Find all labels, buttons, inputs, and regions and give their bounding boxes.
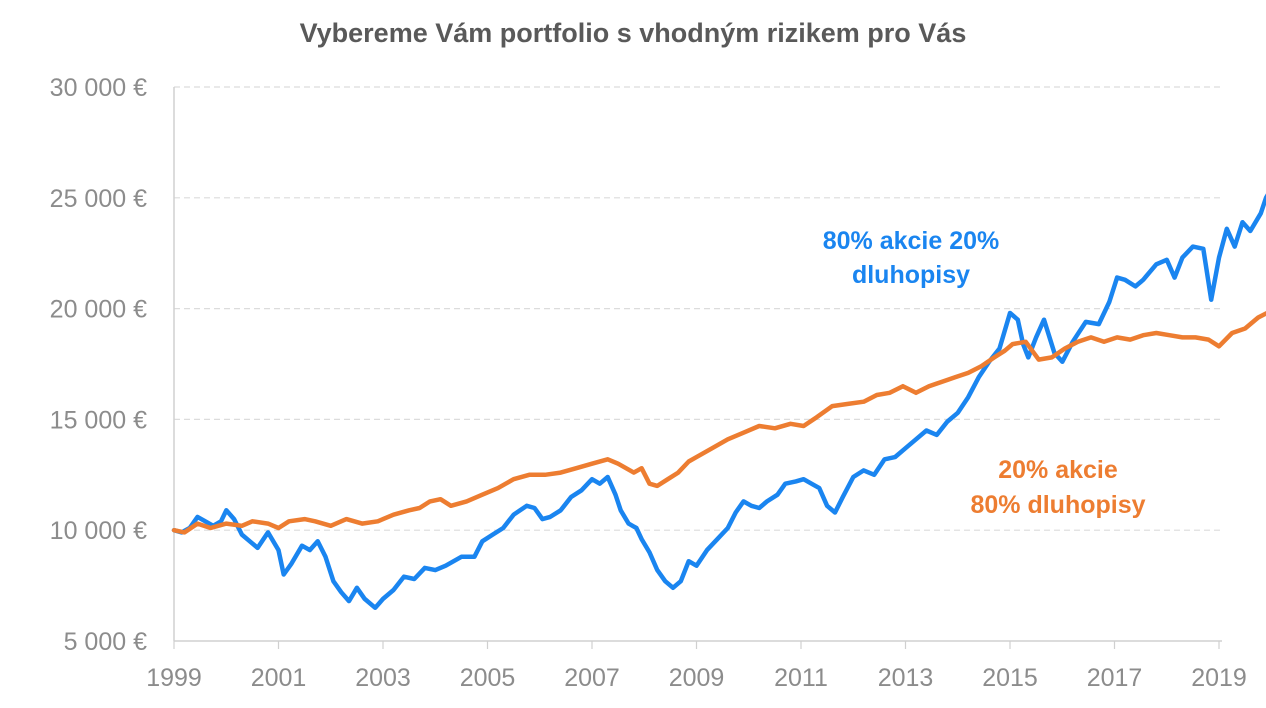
y-tick-label: 30 000 € — [50, 74, 147, 102]
x-tick-label: 1999 — [146, 664, 202, 692]
series-line-aggressive — [171, 193, 1266, 611]
y-tick-label: 25 000 € — [50, 185, 147, 213]
series-label: 80% akcie 20% — [823, 227, 1000, 255]
x-tick-label: 2009 — [669, 664, 725, 692]
y-tick-label: 5 000 € — [64, 628, 148, 656]
x-tick-label: 2007 — [564, 664, 620, 692]
x-tick-label: 2015 — [982, 664, 1038, 692]
series-label: 80% dluhopisy — [970, 491, 1145, 519]
x-tick-label: 2013 — [878, 664, 934, 692]
axes — [173, 87, 1222, 642]
y-tick-label: 20 000 € — [50, 296, 147, 324]
series-label: 20% akcie — [998, 456, 1118, 484]
grid — [174, 86, 1222, 531]
y-tick-label: 15 000 € — [50, 406, 147, 434]
x-tick-label: 2005 — [460, 664, 516, 692]
series-line-conservative — [171, 310, 1266, 535]
x-tick-label: 2019 — [1191, 664, 1247, 692]
x-tick-label: 2001 — [251, 664, 307, 692]
y-tick-label: 10 000 € — [50, 517, 147, 545]
chart-title: Vybereme Vám portfolio s vhodným rizikem… — [299, 18, 967, 48]
y-tick-labels: 5 000 € 10 000 € 15 000 € 20 000 € 25 000 € 3… — [50, 74, 147, 656]
series — [171, 193, 1266, 611]
x-tick-labels: 1999 2001 2003 2005 2007 2009 2011 2013 2015 2017… — [146, 641, 1247, 692]
x-tick-label: 2003 — [355, 664, 411, 692]
series-label: dluhopisy — [852, 261, 970, 289]
x-tick-label: 2011 — [774, 664, 828, 692]
series-labels: 80% akcie 20% dluhopisy 20% akcie 80% dluho… — [823, 227, 1146, 519]
x-tick-label: 2017 — [1087, 664, 1143, 692]
